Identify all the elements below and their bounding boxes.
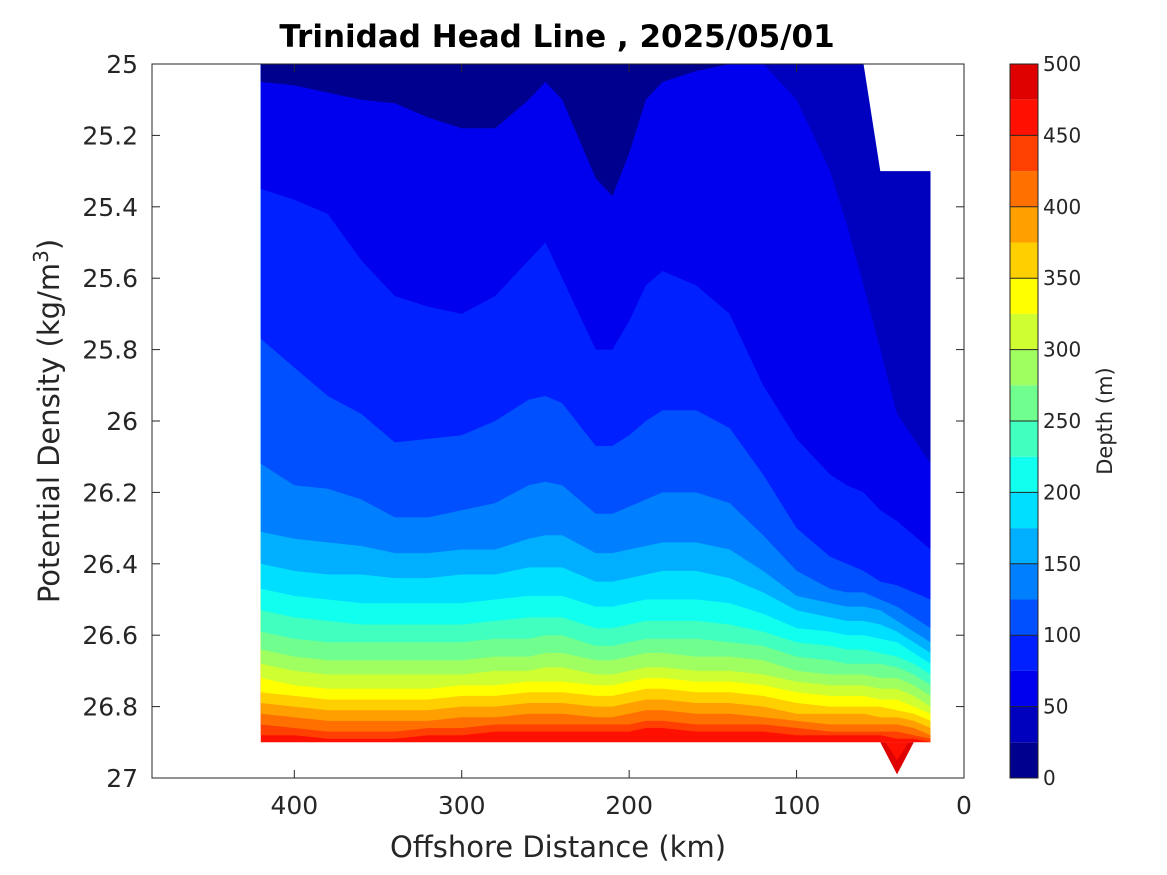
colorbar-tick-label: 250: [1043, 409, 1081, 433]
y-tick-label: 27: [106, 764, 138, 793]
colorbar-tick-label: 450: [1043, 123, 1081, 147]
contour-band: [885, 742, 909, 761]
y-tick-label: 25.8: [82, 336, 138, 365]
x-tick-label: 200: [605, 791, 653, 820]
x-tick-label: 0: [956, 791, 972, 820]
colorbar-tick-label: 200: [1043, 480, 1081, 504]
colorbar-swatch: [1010, 385, 1038, 421]
y-axis-label: Potential Density (kg/m3): [29, 239, 66, 603]
colorbar-tick-label: 0: [1043, 766, 1056, 790]
y-axis-ticks: 25 25.2 25.4 25.6 25.8 26 26.2 26.4 26.6 26.8 27: [82, 50, 964, 793]
colorbar-swatch: [1010, 599, 1038, 636]
contour-band: [260, 64, 931, 464]
colorbar-swatch: [1010, 706, 1038, 743]
x-tick-label: 300: [438, 791, 486, 820]
colorbar-tick-label: 150: [1043, 552, 1081, 576]
colorbar-swatch: [1010, 64, 1038, 100]
colorbar-swatch: [1010, 635, 1038, 671]
colorbar-swatch: [1010, 349, 1038, 386]
colorbar-swatch: [1010, 171, 1038, 207]
x-axis-ticks: 400 300 200 100 0: [270, 64, 972, 820]
colorbar-label: Depth (m): [1093, 367, 1117, 474]
y-tick-label: 26.8: [82, 693, 138, 722]
y-tick-label: 26.4: [82, 550, 138, 579]
contour-fills: [260, 64, 931, 775]
contour-band: [260, 64, 931, 550]
y-tick-label: 25.4: [82, 193, 138, 222]
colorbar-tick-label: 300: [1043, 338, 1081, 362]
y-tick-label: 26: [106, 407, 138, 436]
colorbar-tick-label: 100: [1043, 623, 1081, 647]
x-axis-label: Offshore Distance (km): [390, 830, 726, 864]
colorbar-swatch: [1010, 278, 1038, 314]
colorbar-swatch: [1010, 670, 1038, 707]
y-tick-label: 25.6: [82, 264, 138, 293]
colorbar-swatch: [1010, 99, 1038, 136]
colorbar-swatch: [1010, 563, 1038, 600]
colorbar: 0 50 100 150 200 250 300 350 400 450 500 Depth (m): [1009, 52, 1117, 790]
x-tick-label: 400: [270, 791, 318, 820]
colorbar-swatch: [1010, 421, 1038, 457]
contour-band: [260, 64, 931, 197]
colorbar-tick-label: 500: [1043, 52, 1081, 76]
colorbar-swatch: [1010, 313, 1038, 350]
colorbar-tick-label: 350: [1043, 266, 1081, 290]
colorbar-ticks: 0 50 100 150 200 250 300 350 400 450 500: [1010, 52, 1081, 790]
colorbar-swatch: [1010, 206, 1038, 243]
colorbar-tick-label: 50: [1043, 695, 1068, 719]
colorbar-swatches: [1010, 64, 1038, 778]
colorbar-swatch: [1010, 456, 1038, 493]
y-tick-label: 26.6: [82, 621, 138, 650]
masked-region: [863, 64, 931, 172]
y-tick-label: 25.2: [82, 121, 138, 150]
y-tick-label: 26.2: [82, 478, 138, 507]
y-tick-label: 25: [106, 50, 138, 79]
colorbar-tick-label: 400: [1043, 195, 1081, 219]
colorbar-swatch: [1010, 528, 1038, 564]
x-tick-label: 100: [773, 791, 821, 820]
plot-area: 400 300 200 100 0 25 25.2 25.4 25.6 25.8 26 26.2 26…: [82, 50, 972, 820]
colorbar-swatch: [1010, 742, 1038, 778]
colorbar-swatch: [1010, 492, 1038, 529]
chart-title: Trinidad Head Line , 2025/05/01: [279, 19, 834, 55]
colorbar-swatch: [1010, 242, 1038, 279]
colorbar-swatch: [1010, 135, 1038, 172]
